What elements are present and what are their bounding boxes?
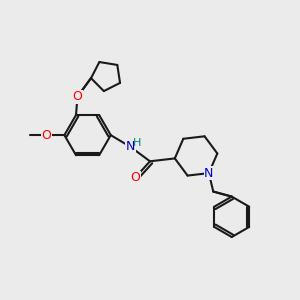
Text: O: O [42,129,52,142]
Text: N: N [126,140,135,153]
Text: O: O [130,171,140,184]
Text: O: O [73,90,82,103]
Text: H: H [133,138,141,148]
Text: N: N [204,167,214,180]
